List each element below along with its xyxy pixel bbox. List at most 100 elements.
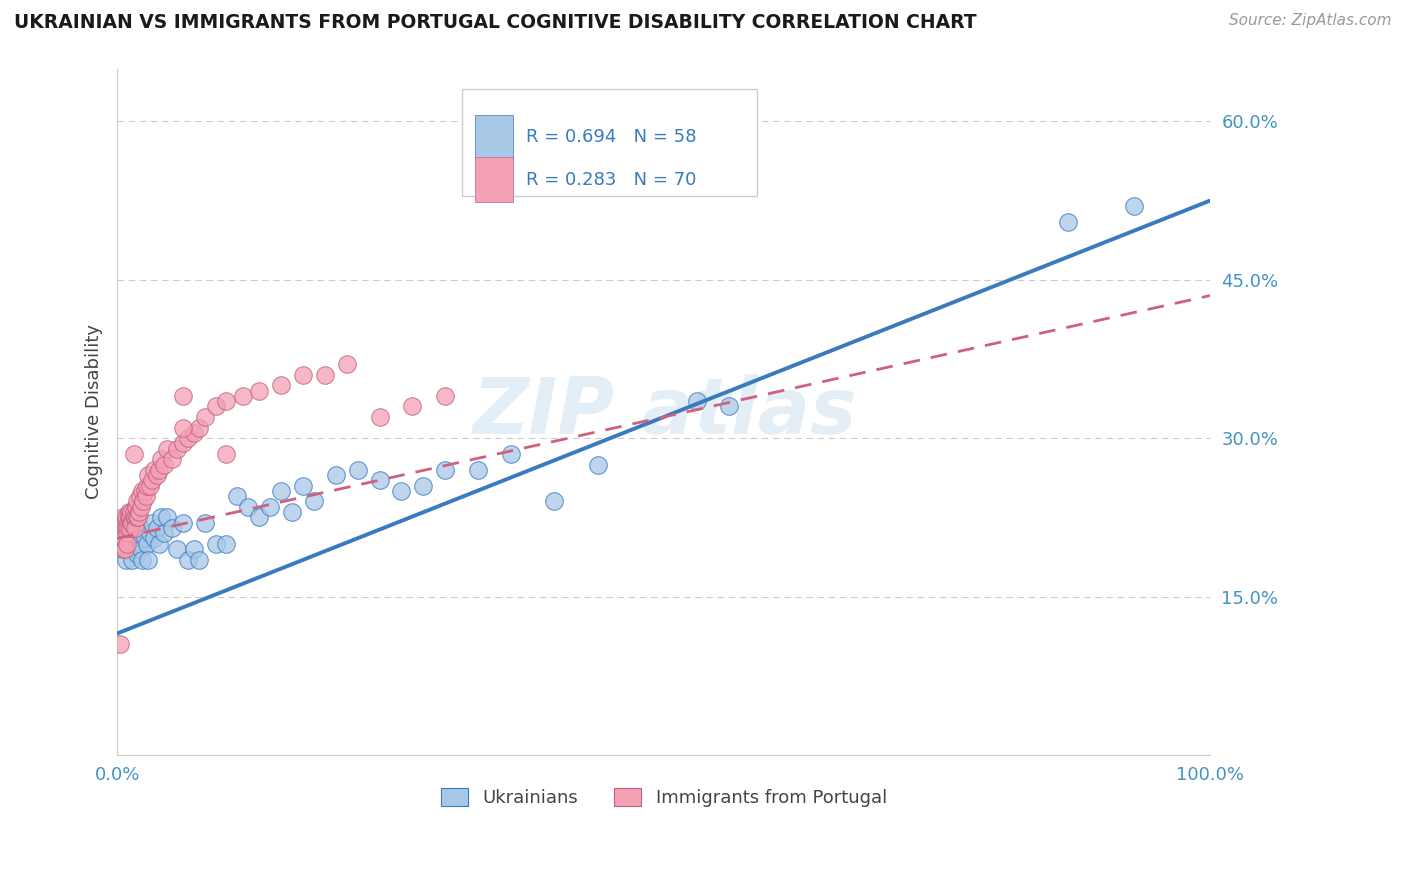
- Text: R = 0.283   N = 70: R = 0.283 N = 70: [526, 170, 696, 188]
- Point: [124, 541, 146, 556]
- Bar: [475, 115, 513, 160]
- Point: [685, 394, 707, 409]
- Point: [122, 510, 145, 524]
- Point: [401, 400, 423, 414]
- Point: [204, 400, 226, 414]
- Point: [120, 532, 142, 546]
- Point: [247, 384, 270, 398]
- Point: [134, 483, 156, 498]
- Point: [139, 526, 162, 541]
- FancyBboxPatch shape: [461, 89, 756, 195]
- Point: [118, 510, 141, 524]
- Point: [108, 526, 131, 541]
- Point: [120, 505, 142, 519]
- Point: [122, 505, 145, 519]
- Y-axis label: Cognitive Disability: Cognitive Disability: [86, 324, 103, 500]
- Point: [194, 409, 217, 424]
- Point: [412, 478, 434, 492]
- Point: [270, 483, 292, 498]
- Point: [111, 541, 134, 556]
- Point: [111, 541, 134, 556]
- Point: [117, 521, 139, 535]
- Point: [115, 526, 138, 541]
- Point: [143, 532, 166, 546]
- Point: [247, 510, 270, 524]
- Point: [1122, 199, 1144, 213]
- Point: [215, 447, 238, 461]
- Point: [110, 637, 132, 651]
- Point: [124, 510, 146, 524]
- Point: [368, 474, 391, 488]
- Point: [194, 516, 217, 530]
- Point: [114, 541, 136, 556]
- Point: [128, 537, 150, 551]
- Point: [586, 458, 609, 472]
- Legend: Ukrainians, Immigrants from Portugal: Ukrainians, Immigrants from Portugal: [433, 780, 894, 814]
- Point: [114, 526, 136, 541]
- Point: [117, 521, 139, 535]
- Point: [115, 552, 138, 566]
- Point: [125, 532, 148, 546]
- Point: [204, 537, 226, 551]
- Point: [148, 463, 170, 477]
- Point: [188, 420, 211, 434]
- Point: [122, 521, 145, 535]
- Point: [302, 494, 325, 508]
- Point: [172, 420, 194, 434]
- Point: [238, 500, 260, 514]
- Point: [111, 510, 134, 524]
- Point: [172, 389, 194, 403]
- Point: [128, 505, 150, 519]
- Point: [368, 409, 391, 424]
- Point: [117, 537, 139, 551]
- Point: [172, 516, 194, 530]
- Point: [156, 442, 179, 456]
- Point: [129, 500, 152, 514]
- Point: [129, 541, 152, 556]
- Point: [467, 463, 489, 477]
- Point: [122, 447, 145, 461]
- Point: [112, 532, 135, 546]
- Point: [346, 463, 368, 477]
- Point: [121, 552, 143, 566]
- Point: [215, 537, 238, 551]
- Point: [434, 389, 457, 403]
- Point: [110, 516, 132, 530]
- Point: [125, 494, 148, 508]
- Point: [1057, 214, 1080, 228]
- Point: [232, 389, 254, 403]
- Point: [226, 489, 249, 503]
- Point: [389, 483, 412, 498]
- Point: [166, 541, 188, 556]
- Point: [124, 521, 146, 535]
- Point: [112, 521, 135, 535]
- Point: [148, 537, 170, 551]
- Text: ZIP atlas: ZIP atlas: [471, 374, 856, 450]
- Point: [120, 541, 142, 556]
- Point: [215, 394, 238, 409]
- Point: [153, 458, 176, 472]
- Point: [156, 510, 179, 524]
- Point: [125, 547, 148, 561]
- Point: [149, 452, 172, 467]
- Point: [160, 452, 183, 467]
- Point: [160, 521, 183, 535]
- Point: [118, 505, 141, 519]
- Point: [143, 463, 166, 477]
- Point: [136, 468, 159, 483]
- Bar: [475, 157, 513, 202]
- Point: [434, 463, 457, 477]
- Text: Source: ZipAtlas.com: Source: ZipAtlas.com: [1229, 13, 1392, 29]
- Point: [114, 516, 136, 530]
- Point: [141, 474, 163, 488]
- Point: [120, 516, 142, 530]
- Text: R = 0.694   N = 58: R = 0.694 N = 58: [526, 128, 696, 146]
- Point: [172, 436, 194, 450]
- Point: [188, 552, 211, 566]
- Point: [120, 510, 142, 524]
- Point: [110, 521, 132, 535]
- Point: [115, 510, 138, 524]
- Point: [121, 516, 143, 530]
- Point: [141, 516, 163, 530]
- Point: [135, 537, 157, 551]
